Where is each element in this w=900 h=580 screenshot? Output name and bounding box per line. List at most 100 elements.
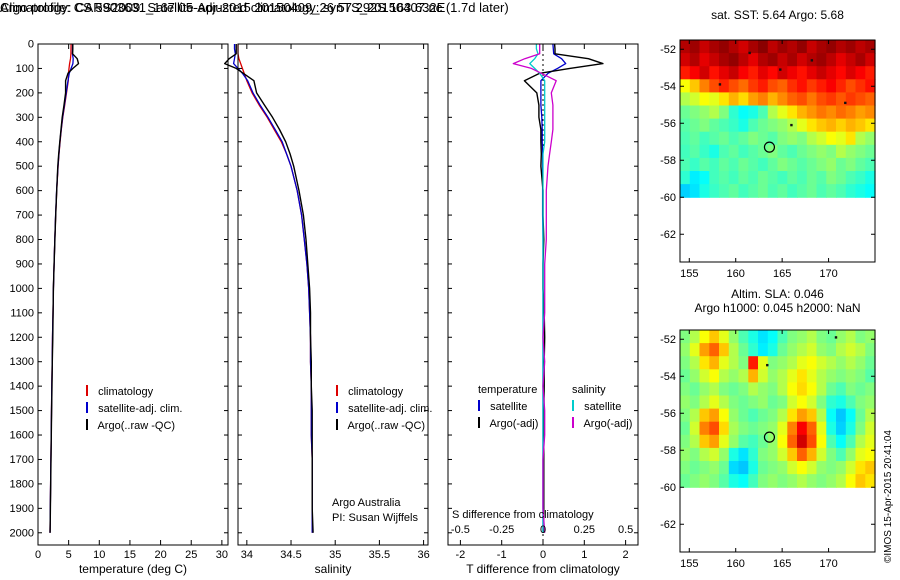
heatmap-cell <box>738 131 749 146</box>
heatmap-cell <box>767 92 779 107</box>
heatmap-cell <box>797 369 808 383</box>
heatmap-cell <box>836 447 847 462</box>
heatmap-cell <box>689 356 701 370</box>
heatmap-cell <box>816 434 827 449</box>
heatmap-cell <box>855 421 866 436</box>
depth-tick-label: 2000 <box>10 527 34 539</box>
heatmap-cell <box>709 79 720 93</box>
depth-tick-label: 900 <box>16 258 34 270</box>
heatmap-cell <box>836 66 847 80</box>
heatmap-cell <box>836 92 847 107</box>
heatmap-cell <box>826 382 837 397</box>
heatmap-cell <box>767 369 779 383</box>
x-tick-label: 5 <box>66 549 72 561</box>
heatmap-cell <box>797 184 808 198</box>
heatmap-cell <box>767 382 779 397</box>
heatmap-cell <box>709 92 720 107</box>
heatmap-cell <box>728 40 740 54</box>
heatmap-cell <box>777 66 788 80</box>
depth-tick-label: 1100 <box>10 307 34 319</box>
masked-pixel-speck <box>766 363 769 367</box>
depth-tick-label: 1900 <box>10 503 34 515</box>
heatmap-cell <box>719 118 730 133</box>
heatmap-cell <box>787 382 798 397</box>
heatmap-cell <box>845 408 857 423</box>
heatmap-cell <box>777 356 788 370</box>
heatmap-cell <box>806 474 818 488</box>
profile-location-marker <box>763 431 776 443</box>
x-tick-label: 34.5 <box>280 549 301 561</box>
heatmap-cell <box>855 474 866 488</box>
heatmap-cell <box>680 382 691 397</box>
heatmap-cell <box>719 474 730 488</box>
heatmap-cell <box>777 105 788 120</box>
heatmap-cell <box>816 356 827 370</box>
heatmap-cell <box>709 105 720 120</box>
heatmap-cell <box>865 421 876 436</box>
heatmap-cell <box>845 157 857 172</box>
heatmap-cell <box>689 395 701 410</box>
heatmap-cell <box>865 66 876 80</box>
heatmap-cell <box>826 184 837 198</box>
salinity-profile-plot: 34 34.5 35 35.5 36 salinity <box>223 43 430 576</box>
heatmap-cell <box>826 356 837 370</box>
heatmap-cell <box>806 144 818 159</box>
heatmap-cell <box>865 40 876 54</box>
heatmap-cell <box>728 66 740 80</box>
heatmap-cell <box>699 395 710 410</box>
legend-entry: satellite <box>572 399 632 416</box>
lat-tick-label: -60 <box>660 192 676 204</box>
heatmap-cell <box>826 144 837 159</box>
heatmap-cell <box>709 434 720 449</box>
heatmap-cell <box>806 408 818 423</box>
legend-label: Argo(-adj) <box>489 418 539 430</box>
heatmap-cell <box>845 53 857 67</box>
heatmap-cell <box>680 66 691 80</box>
heatmap-cell <box>709 461 720 475</box>
heatmap-cell <box>699 66 710 80</box>
figure-title-line-1: Argo profile: CS 5903631_167 05-Apr-2015… <box>0 0 446 15</box>
heatmap-cell <box>758 171 769 185</box>
heatmap-cell <box>797 131 808 146</box>
heatmap-cell <box>748 421 759 436</box>
heatmap-cell <box>816 40 827 54</box>
depth-tick-label: 300 <box>16 112 34 124</box>
sla-map-subtitle: Argo h1000: 0.045 h2000: NaN <box>694 301 861 315</box>
heatmap-cell <box>797 461 808 475</box>
difference-profile-line-satellite <box>529 44 546 533</box>
heatmap-cell <box>777 40 788 54</box>
heatmap-cell <box>767 408 779 423</box>
salinity-profile-line-climatology <box>237 44 313 533</box>
heatmap-cell <box>728 92 740 107</box>
heatmap-cell <box>865 356 876 370</box>
heatmap-cell <box>836 343 847 357</box>
copyright-stamp: ©IMOS 15-Apr-2015 20:41:04 <box>883 430 894 563</box>
heatmap-cell <box>680 144 691 159</box>
heatmap-cell <box>767 461 779 475</box>
heatmap-cell <box>689 434 701 449</box>
heatmap-cell <box>826 474 837 488</box>
heatmap-cell <box>816 408 827 423</box>
heatmap-cell <box>855 92 866 107</box>
heatmap-cell <box>816 131 827 146</box>
heatmap-cell <box>680 40 691 54</box>
heatmap-cell <box>699 118 710 133</box>
heatmap-cell <box>728 447 740 462</box>
heatmap-cell <box>728 79 740 93</box>
heatmap-cell <box>699 382 710 397</box>
heatmap-cell <box>719 447 730 462</box>
legend-entry: Argo(..raw -QC) <box>86 418 182 435</box>
heatmap-cell <box>767 356 779 370</box>
heatmap-cell <box>865 144 876 159</box>
heatmap-cell <box>719 356 730 370</box>
heatmap-cell <box>738 461 749 475</box>
heatmap-cell <box>719 79 730 93</box>
x-tick-label: 15 <box>124 549 136 561</box>
s-axis-tick-label: 0.5 <box>618 524 633 536</box>
legend-entry: Argo(-adj) <box>572 416 632 433</box>
heatmap-cell <box>836 79 847 93</box>
heatmap-cell <box>865 118 876 133</box>
legend-label: Argo(..raw -QC) <box>97 420 176 432</box>
heatmap-cell <box>797 40 808 54</box>
heatmap-cell <box>777 53 788 67</box>
